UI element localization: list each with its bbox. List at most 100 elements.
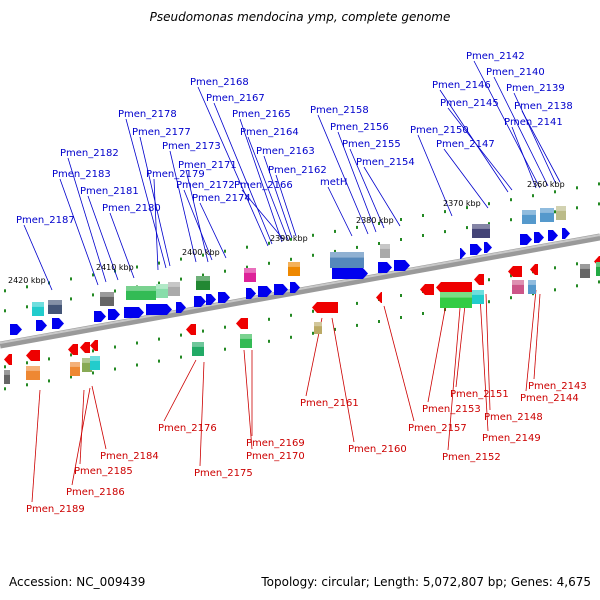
feature-box-shine xyxy=(596,262,600,267)
forward-gene-arrow xyxy=(10,324,22,335)
guide-dot xyxy=(576,262,578,266)
guide-dot xyxy=(598,202,600,206)
top-label-leader xyxy=(153,178,159,271)
top-label-leader xyxy=(263,155,293,239)
reverse-gene-arrow xyxy=(68,344,78,355)
reverse-gene-arrow xyxy=(376,292,382,303)
guide-dot xyxy=(158,281,160,285)
forward-gene-arrow xyxy=(274,284,288,295)
top-gene-label: Pmen_2158 xyxy=(310,105,369,116)
guide-dot xyxy=(334,327,336,331)
guide-dot xyxy=(290,335,292,339)
top-gene-label: Pmen_2167 xyxy=(206,93,265,104)
top-label-leader xyxy=(417,134,453,217)
top-gene-label: Pmen_2172 xyxy=(176,180,235,191)
feature-box-shine xyxy=(26,366,40,371)
forward-gene-arrow xyxy=(290,282,300,293)
feature-box-fill xyxy=(580,264,590,278)
guide-dot xyxy=(510,218,512,222)
guide-dot xyxy=(554,190,556,194)
feature-box-shine xyxy=(440,292,472,298)
bottom-label-leader xyxy=(383,305,415,422)
guide-dot xyxy=(26,361,28,365)
guide-dot xyxy=(576,186,578,190)
guide-dot xyxy=(400,316,402,319)
top-label-leader xyxy=(213,102,273,245)
feature-box-fill xyxy=(32,302,44,316)
guide-dot xyxy=(400,238,402,241)
feature-box-shine xyxy=(380,244,390,249)
guide-dot xyxy=(246,265,248,269)
guide-dot xyxy=(70,375,72,379)
guide-dot xyxy=(26,383,28,387)
bottom-gene-label: Pmen_2170 xyxy=(246,451,305,462)
forward-gene-arrow xyxy=(206,294,216,305)
kbp-tick-label: 2390 kbp xyxy=(270,234,308,243)
top-gene-label: Pmen_2179 xyxy=(146,169,205,180)
feature-box-shine xyxy=(48,300,62,305)
guide-dot xyxy=(48,357,50,361)
top-gene-label: Pmen_2146 xyxy=(432,80,491,91)
forward-gene-arrow xyxy=(460,248,466,259)
top-label-leader xyxy=(447,107,513,191)
forward-gene-arrow xyxy=(94,311,106,322)
guide-dot xyxy=(158,359,160,363)
feature-box-shine xyxy=(288,262,300,267)
feature-box-shine xyxy=(100,292,114,297)
bottom-label-leader xyxy=(455,295,467,388)
forward-gene-arrow xyxy=(332,268,368,279)
feature-box-shine xyxy=(196,276,210,281)
forward-gene-arrow xyxy=(258,286,272,297)
bottom-gene-label: Pmen_2169 xyxy=(246,438,305,449)
top-gene-label: Pmen_2178 xyxy=(118,109,177,120)
bottom-gene-label: Pmen_2186 xyxy=(66,487,125,498)
guide-dot xyxy=(532,194,534,198)
feature-box-shine xyxy=(330,252,364,258)
top-gene-label: Pmen_2166 xyxy=(234,180,293,191)
bottom-gene-label: Pmen_2161 xyxy=(300,398,359,409)
feature-box xyxy=(512,280,524,294)
guide-dot xyxy=(290,237,292,241)
forward-gene-arrow xyxy=(562,228,570,239)
top-gene-label: metH xyxy=(320,177,347,188)
top-gene-label: Pmen_2140 xyxy=(486,67,545,78)
kbp-tick-label: 2420 kbp xyxy=(8,276,46,285)
feature-box xyxy=(32,302,44,316)
guide-dot xyxy=(312,233,314,237)
guide-dot xyxy=(202,329,204,333)
top-label-leader xyxy=(511,126,537,189)
bottom-gene-label: Pmen_2185 xyxy=(74,466,133,477)
top-gene-label: Pmen_2180 xyxy=(102,203,161,214)
feature-box xyxy=(528,280,536,294)
feature-box xyxy=(100,292,114,306)
feature-box xyxy=(314,322,322,334)
feature-box xyxy=(540,208,554,222)
guide-dot xyxy=(180,257,182,261)
top-gene-label: Pmen_2183 xyxy=(52,169,111,180)
bottom-gene-label: Pmen_2184 xyxy=(100,451,159,462)
guide-dot xyxy=(92,349,94,353)
guide-dot xyxy=(4,365,6,369)
bottom-gene-label: Pmen_2153 xyxy=(422,404,481,415)
guide-dot xyxy=(422,312,424,315)
feature-box xyxy=(472,290,484,304)
forward-gene-arrow xyxy=(146,304,172,315)
top-label-leader xyxy=(337,131,377,233)
top-label-leader xyxy=(197,86,269,247)
feature-box-fill xyxy=(512,280,524,294)
feature-box-fill xyxy=(380,244,390,258)
feature-box-fill xyxy=(82,358,92,372)
bottom-gene-label: Pmen_2157 xyxy=(408,423,467,434)
guide-dot xyxy=(488,278,490,282)
top-gene-label: Pmen_2164 xyxy=(240,127,299,138)
guide-dot xyxy=(158,337,160,341)
bottom-label-leader xyxy=(427,303,447,403)
top-label-leader xyxy=(67,157,107,283)
feature-box-shine xyxy=(70,362,80,367)
guide-dot xyxy=(400,218,402,221)
top-label-leader xyxy=(185,169,209,263)
guide-dot xyxy=(400,294,402,297)
guide-dot xyxy=(444,210,446,214)
genome-axis xyxy=(0,233,600,349)
top-gene-label: Pmen_2162 xyxy=(268,165,327,176)
